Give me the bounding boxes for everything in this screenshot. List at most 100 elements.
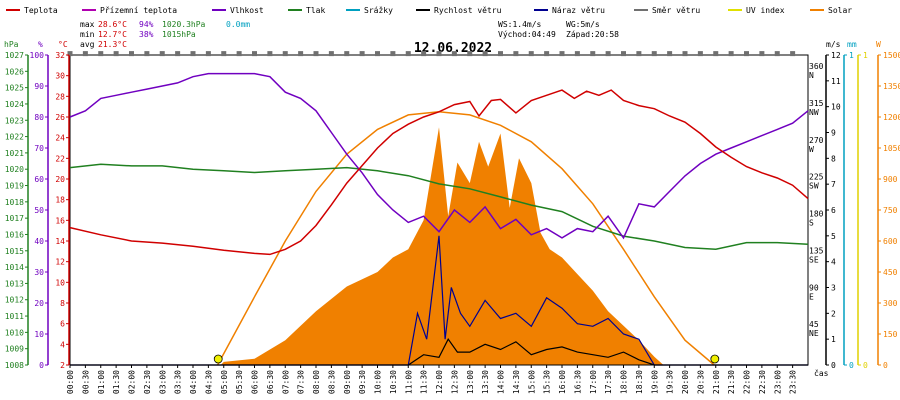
wind-dir-point-29 [513, 51, 519, 57]
x-tick-label-8: 04:00 [189, 370, 198, 394]
axis-pressure-tick-label-5: 1013 [5, 279, 24, 288]
wind-dir-deg-6: 315 [809, 99, 824, 108]
x-tick-label-17: 08:30 [327, 370, 336, 394]
x-tick-label-20: 10:00 [374, 370, 383, 394]
stats-block: max 28.6°C 94% 1020.3hPa 0.0mm min 12.7°… [80, 20, 619, 49]
axis-humidity-tick-label-2: 20 [34, 299, 44, 308]
wind-gust-line [70, 235, 808, 366]
wind-dir-deg-4: 225 [809, 173, 824, 182]
chart-title: 12.06.2022 [414, 41, 492, 56]
unit-mm: mm [847, 40, 857, 49]
axis-solar-tick-label-0: 0 [883, 361, 888, 370]
wind-dir-point-43 [728, 51, 734, 57]
x-tick-label-11: 05:30 [235, 370, 244, 394]
unit-cas: čas [814, 368, 829, 378]
axis-wind-speed-tick-label-12: 12 [831, 51, 841, 60]
wind-dir-point-2 [98, 51, 104, 57]
wind-dir-point-46 [774, 51, 780, 57]
axis-pressure-tick-label-1: 1009 [5, 345, 24, 354]
axis-temperature-tick-label-0: 2 [60, 361, 65, 370]
x-tick-label-37: 18:30 [635, 370, 644, 394]
wind-dir-point-47 [790, 51, 796, 57]
wind-dir-point-8 [190, 51, 196, 57]
axis-wind-speed-tick-label-10: 10 [831, 103, 841, 112]
stat-min-label: min [80, 30, 95, 39]
x-tick-label-35: 17:30 [604, 370, 613, 394]
wind-dir-deg-5: 270 [809, 136, 824, 145]
x-tick-label-44: 22:00 [743, 370, 752, 394]
x-tick-label-9: 04:30 [204, 370, 213, 394]
stat-avg-temp: 21.3°C [98, 40, 127, 49]
axis-solar-tick-label-2: 300 [883, 299, 898, 308]
axis-wind-speed-tick-label-2: 2 [831, 309, 836, 318]
axis-wind-speed-tick-label-1: 1 [831, 335, 836, 344]
x-tick-label-47: 23:30 [789, 370, 798, 394]
axis-pressure-tick-label-7: 1015 [5, 247, 24, 256]
unit-hpa: hPa [4, 40, 19, 49]
axis-solar-tick-label-10: 1500 [883, 51, 900, 60]
axis-pressure-tick-label-13: 1021 [5, 149, 24, 158]
axis-wind-speed-tick-label-9: 9 [831, 129, 836, 138]
axis-wind-speed-tick-label-4: 4 [831, 258, 836, 267]
wind-speed-line [70, 338, 808, 366]
wind-dir-point-16 [313, 51, 319, 57]
axis-solar-tick-label-8: 1200 [883, 113, 900, 122]
stat-max-temp: 28.6°C [98, 20, 127, 29]
unit-ms: m/s [826, 40, 841, 49]
wind-dir-point-28 [498, 51, 503, 57]
axis-pressure-tick-label-17: 1025 [5, 84, 24, 93]
temperature-line [69, 89, 809, 256]
axis-pressure-tick-label-0: 1008 [5, 361, 24, 370]
axis-humidity-tick-label-1: 10 [34, 330, 44, 339]
axis-pressure-tick-label-8: 1016 [5, 230, 24, 239]
wind-dir-point-25 [451, 51, 457, 57]
axis-temperature-tick-label-8: 18 [55, 196, 65, 205]
x-tick-label-2: 01:00 [97, 370, 106, 394]
wind-dir-point-26 [467, 51, 473, 57]
wind-dir-label-2: SE [809, 255, 819, 264]
x-tick-label-41: 20:30 [696, 370, 705, 394]
axis-solar-tick-label-4: 600 [883, 237, 898, 246]
stat-min-press: 1015hPa [162, 30, 196, 39]
sunrise-marker [213, 354, 223, 364]
x-tick-label-45: 22:30 [758, 370, 767, 394]
axis-temperature-tick-label-6: 14 [55, 237, 65, 246]
stat-wg: WG:5m/s [566, 20, 600, 29]
legend-label-6: Náraz větru [552, 6, 605, 15]
humidity-line [69, 72, 809, 240]
axis-temperature-tick-label-4: 10 [55, 278, 65, 287]
axis-temperature-tick-label-12: 26 [55, 113, 65, 122]
stat-max-rain: 0.0mm [226, 20, 250, 29]
axis-wind-speed-tick-label-0: 0 [831, 361, 836, 370]
legend-label-4: Srážky [364, 6, 393, 15]
axis-solar-tick-label-7: 1050 [883, 144, 900, 153]
x-tick-label-32: 16:00 [558, 370, 567, 394]
axis-temperature-tick-label-3: 8 [60, 299, 65, 308]
axis-pressure-tick-label-18: 1026 [5, 67, 24, 76]
stat-max-hum: 94% [139, 20, 154, 29]
unit-pct: % [38, 40, 43, 49]
wind-dir-label-0: NE [809, 329, 819, 338]
legend-label-5: Rychlost větru [434, 6, 502, 15]
wind-dir-point-33 [574, 51, 580, 57]
wind-dir-point-30 [528, 51, 534, 57]
wind-dir-deg-0: 45 [809, 320, 819, 329]
wind-dir-point-42 [713, 51, 719, 57]
axis-rain-tick-label-1: 1 [849, 51, 854, 60]
axis-temperature-tick-label-11: 24 [55, 134, 65, 143]
stat-avg-label: avg [80, 40, 95, 49]
wind-dir-deg-2: 135 [809, 246, 824, 255]
legend-label-9: Solar [828, 6, 852, 15]
axis-temperature-tick-label-2: 6 [60, 320, 65, 329]
x-tick-label-26: 13:00 [466, 370, 475, 394]
wind-dir-label-6: NW [809, 108, 819, 117]
x-tick-label-4: 02:00 [128, 370, 137, 394]
wind-dir-point-40 [682, 51, 688, 57]
wind-dir-point-31 [544, 51, 550, 57]
axis-wind-speed-tick-label-5: 5 [831, 232, 836, 241]
wind-dir-point-11 [236, 51, 242, 57]
axis-pressure-tick-label-4: 1012 [5, 296, 24, 305]
axis-temperature-tick-label-13: 28 [55, 92, 65, 101]
x-tick-label-33: 16:30 [573, 370, 582, 394]
